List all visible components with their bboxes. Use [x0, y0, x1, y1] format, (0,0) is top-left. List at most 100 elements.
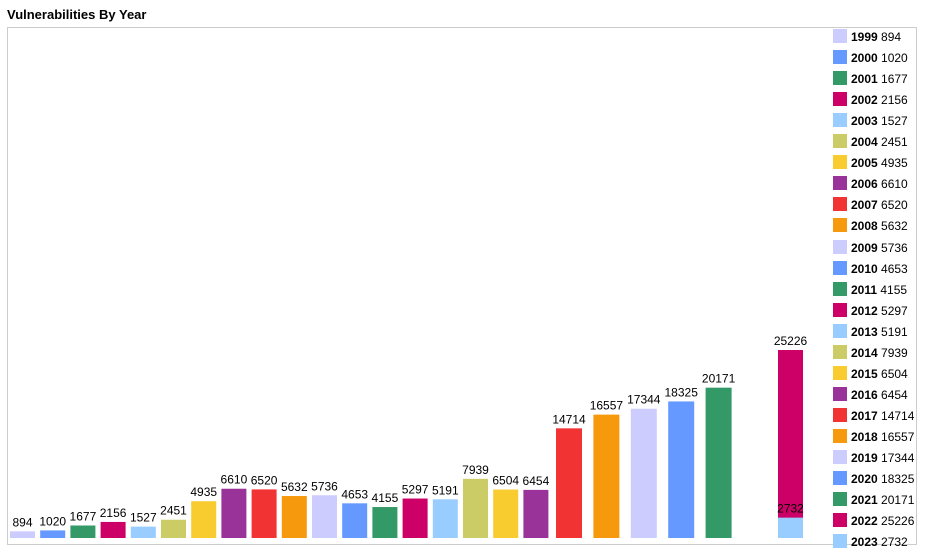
bar-2020	[668, 401, 695, 538]
bar-2012	[402, 498, 428, 538]
legend-value: 18325	[881, 472, 915, 487]
legend-value: 16557	[881, 429, 915, 444]
data-label-2013: 5191	[432, 483, 459, 497]
legend-year: 2006	[851, 177, 882, 192]
legend-value: 1020	[881, 51, 908, 66]
legend-swatch	[833, 281, 847, 296]
bar-2013	[432, 499, 458, 538]
legend-year: 2007	[851, 198, 882, 213]
bar-2009	[312, 495, 337, 538]
legend-year: 2010	[851, 261, 882, 276]
legend-item-2017: 2017 14714	[833, 407, 914, 424]
legend-swatch	[833, 450, 847, 464]
legend-year: 2020	[851, 472, 882, 487]
data-label-2012: 5297	[402, 483, 429, 497]
data-label-2010: 4653	[341, 487, 368, 501]
data-label-2019: 17344	[627, 393, 661, 407]
legend-value: 20171	[881, 493, 915, 508]
legend-item-2015: 2015 6504	[833, 365, 908, 382]
legend-swatch	[833, 471, 847, 486]
legend-item-2011: 2011 4155	[833, 281, 907, 298]
data-label-2009: 5736	[311, 479, 338, 493]
legend-item-2009: 2009 5736	[833, 239, 908, 256]
data-label-2018: 16557	[590, 399, 624, 413]
bar-2014	[463, 478, 488, 538]
data-label-2004: 2451	[160, 504, 187, 518]
legend-value: 2156	[881, 93, 908, 108]
legend-item-2020: 2020 18325	[833, 471, 914, 487]
bar-2007	[251, 489, 277, 538]
legend-swatch	[833, 365, 847, 380]
bar-2006	[221, 488, 247, 538]
legend-swatch	[833, 386, 847, 401]
legend-year: 2017	[851, 408, 882, 423]
legend-year: 2003	[851, 114, 882, 129]
data-label-2014: 7939	[462, 463, 489, 477]
legend-year: 2002	[851, 93, 882, 108]
data-label-2008: 5632	[281, 480, 308, 494]
legend-swatch	[833, 29, 847, 43]
data-label-2023: 2732	[777, 502, 804, 516]
legend-item-2021: 2021 20171	[833, 492, 914, 508]
data-label-2021: 20171	[702, 372, 736, 386]
legend-year: 2000	[851, 51, 882, 66]
legend-item-2001: 2001 1677	[833, 71, 908, 87]
legend-year: 2015	[851, 366, 882, 381]
legend-value: 6454	[881, 387, 908, 402]
legend-swatch	[833, 134, 847, 149]
legend-value: 7939	[881, 345, 908, 360]
bar-2001	[70, 525, 96, 538]
legend-swatch	[833, 155, 847, 170]
legend-swatch	[833, 302, 847, 317]
legend-item-2010: 2010 4653	[833, 260, 908, 277]
legend-item-2022: 2022 25226	[833, 513, 914, 529]
legend-item-2002: 2002 2156	[833, 92, 908, 108]
data-label-2020: 18325	[665, 385, 699, 399]
legend-swatch	[833, 197, 847, 212]
legend-value: 894	[881, 30, 902, 44]
legend-value: 2732	[881, 535, 908, 550]
legend-value: 5736	[881, 240, 908, 255]
legend-value: 1527	[881, 114, 908, 129]
legend-value: 25226	[881, 514, 915, 529]
legend-swatch	[833, 407, 847, 422]
data-label-2001: 1677	[70, 510, 97, 524]
legend-value: 17344	[881, 451, 915, 465]
legend-year: 2018	[851, 429, 882, 444]
chart-frame	[7, 27, 917, 545]
bar-2015	[493, 489, 519, 538]
legend-swatch	[833, 534, 847, 549]
bar-2002	[100, 521, 126, 538]
legend-year: 2004	[851, 135, 882, 150]
legend-value: 6504	[881, 366, 908, 381]
bar-2011	[372, 507, 398, 538]
legend-item-2006: 2006 6610	[833, 176, 908, 192]
legend-item-2003: 2003 1527	[833, 113, 908, 129]
data-label-2003: 1527	[130, 511, 157, 525]
bar-2023	[778, 517, 803, 538]
legend-item-2000: 2000 1020	[833, 50, 908, 66]
legend-value: 5297	[881, 303, 908, 318]
legend-year: 2022	[851, 514, 882, 529]
bar-2004	[161, 519, 186, 538]
legend-year: 2016	[851, 387, 882, 402]
legend-item-1999: 1999 894	[833, 29, 901, 45]
legend-swatch	[833, 218, 847, 233]
bar-2017	[556, 428, 582, 538]
legend-year: 2023	[851, 535, 882, 550]
bar-2021	[705, 387, 732, 538]
bar-1999	[10, 531, 35, 538]
bar-2022	[778, 350, 803, 538]
legend-item-2007: 2007 6520	[833, 197, 908, 213]
legend-value: 1677	[881, 72, 908, 87]
legend-item-2014: 2014 7939	[833, 344, 908, 361]
bar-2010	[342, 503, 368, 538]
bar-2003	[130, 526, 156, 538]
legend-swatch	[833, 260, 847, 275]
legend-value: 4653	[881, 261, 908, 276]
bar-2005	[191, 501, 217, 538]
data-label-2011: 4155	[372, 491, 399, 505]
legend-value: 6610	[881, 177, 908, 192]
legend-year: 2009	[851, 240, 882, 255]
data-label-2000: 1020	[39, 514, 66, 528]
